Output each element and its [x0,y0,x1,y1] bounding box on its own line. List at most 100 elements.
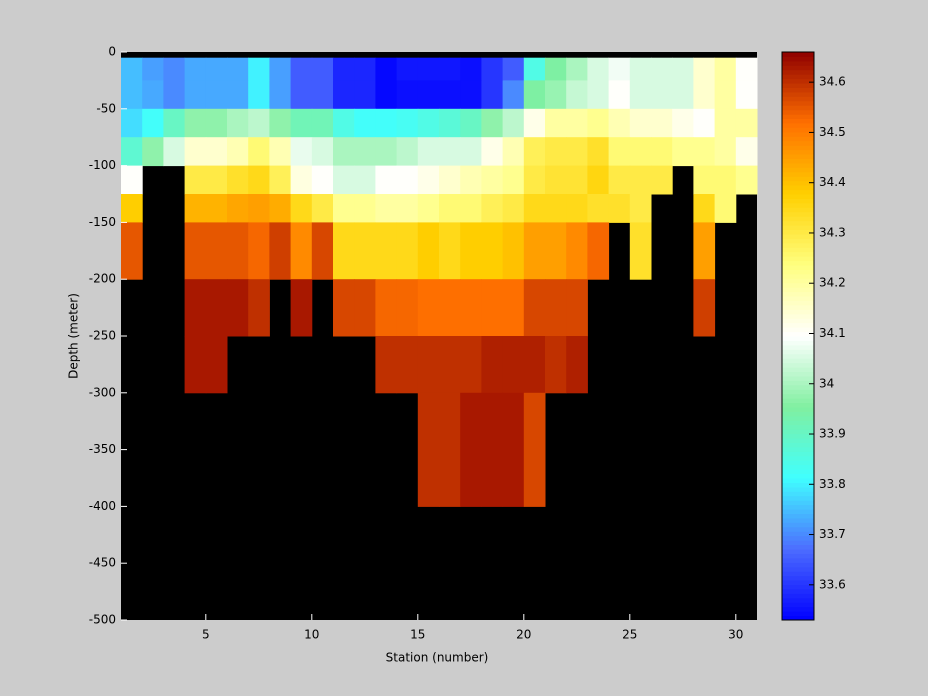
cell [163,57,186,81]
cell [608,137,631,167]
cell [375,57,398,81]
cell [714,137,737,167]
colorbar-step [782,344,814,350]
cell [121,194,143,223]
cell [311,57,334,81]
colorbar-step [782,167,814,173]
cell [523,108,546,138]
cell [142,108,164,138]
colorbar-step [782,500,814,506]
colorbar-step [782,460,814,466]
cell [396,279,419,337]
cell [375,108,398,138]
cell [269,57,292,81]
colorbar-step [782,358,814,364]
y-tick-label: -50 [96,101,116,115]
cell [142,80,164,110]
cell [651,108,673,138]
cell [460,279,482,337]
cell [396,165,419,195]
cell [545,137,567,167]
colorbar-step [782,327,814,333]
cell [375,137,398,167]
cell [396,222,419,280]
cell [205,279,228,337]
colorbar-step [782,495,814,501]
colorbar-step [782,91,814,97]
colorbar-step [782,575,814,581]
colorbar-step [782,69,814,75]
colorbar-step [782,336,814,341]
colorbar-step [782,438,814,443]
cell [205,137,228,167]
cell [545,80,567,110]
cell [205,108,228,138]
cell [121,108,143,138]
cell [481,57,504,81]
cell [481,336,504,394]
x-tick-label: 10 [304,628,319,642]
cell [417,392,440,507]
colorbar-step [782,455,814,461]
x-tick-label: 25 [622,628,637,642]
cell [227,80,249,110]
cell [502,336,525,394]
colorbar-step [782,531,814,537]
x-axis-label: Station (number) [386,651,489,665]
cell [651,165,673,195]
cell [121,80,143,110]
cell [121,57,143,81]
colorbar-step [782,553,814,559]
cell [502,137,525,167]
cell [735,165,758,195]
cell [269,165,292,195]
cell [502,80,525,110]
cell [311,165,334,195]
colorbar-step [782,384,814,390]
cell [523,392,546,507]
colorbar-step [782,393,814,399]
colorbar-tick-label: 34.6 [819,75,846,89]
cell [227,165,249,195]
cell [354,108,376,138]
colorbar-step [782,322,814,328]
cell [502,279,525,337]
cell [184,194,207,223]
colorbar-step [782,154,814,159]
cell [290,57,313,81]
colorbar-step [782,331,814,337]
cell [460,194,482,223]
cell [375,165,398,195]
cell [629,194,652,223]
colorbar-step [782,247,814,253]
cell [502,194,525,223]
colorbar-step [782,433,814,439]
colorbar-step [782,87,814,93]
colorbar-step [782,540,814,546]
cell [396,57,419,81]
cell [184,108,207,138]
cell [566,137,588,167]
colorbar-step [782,451,814,457]
cell [587,80,610,110]
colorbar-step [782,309,814,315]
cell [587,57,610,81]
cell [693,137,716,167]
colorbar-step [782,56,814,62]
cell [333,108,355,138]
cell [417,137,440,167]
colorbar-step [782,229,814,235]
colorbar-step [782,584,814,590]
cell [248,57,270,81]
colorbar-step [782,162,814,168]
colorbar-step [782,517,814,523]
colorbar-step [782,260,814,266]
cell [354,222,376,280]
colorbar-step [782,442,814,448]
cell [587,137,610,167]
cell [629,57,652,81]
cell [608,57,631,81]
cell [672,137,694,167]
cell [566,194,588,223]
colorbar-step [782,340,814,346]
